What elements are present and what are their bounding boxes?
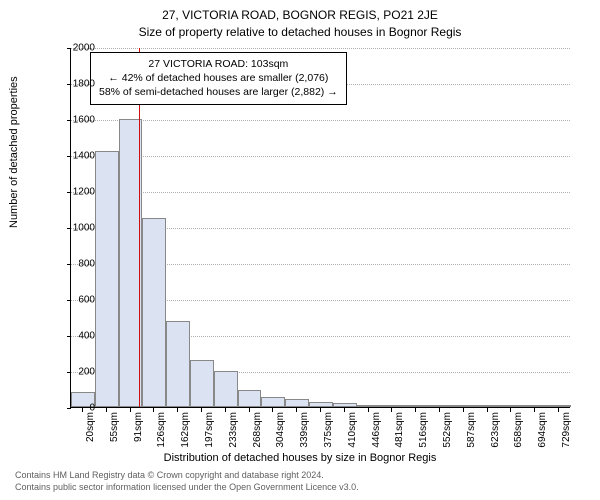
gridline — [71, 192, 570, 193]
xtick-mark — [439, 408, 440, 412]
footer-line1: Contains HM Land Registry data © Crown c… — [15, 470, 359, 482]
ytick-label: 1000 — [55, 223, 95, 234]
xtick-mark — [463, 408, 464, 412]
histogram-bar — [452, 405, 476, 407]
xtick-mark — [225, 408, 226, 412]
histogram-bar — [333, 403, 357, 407]
histogram-bar — [500, 405, 524, 407]
ytick-label: 1200 — [55, 187, 95, 198]
ytick-label: 800 — [55, 259, 95, 270]
ytick-label: 2000 — [55, 43, 95, 54]
histogram-bar — [142, 218, 166, 407]
xtick-label: 197sqm — [204, 412, 215, 462]
histogram-bar — [95, 151, 119, 407]
xtick-label: 126sqm — [156, 412, 167, 462]
ytick-label: 1800 — [55, 79, 95, 90]
histogram-bar — [285, 399, 309, 407]
xtick-mark — [344, 408, 345, 412]
page-title-line1: 27, VICTORIA ROAD, BOGNOR REGIS, PO21 2J… — [0, 0, 600, 22]
footer-attribution: Contains HM Land Registry data © Crown c… — [15, 470, 359, 493]
xtick-mark — [368, 408, 369, 412]
ytick-label: 400 — [55, 331, 95, 342]
xtick-mark — [534, 408, 535, 412]
xtick-label: 516sqm — [418, 412, 429, 462]
xtick-label: 233sqm — [228, 412, 239, 462]
xtick-label: 481sqm — [394, 412, 405, 462]
histogram-bar — [476, 405, 500, 407]
xtick-label: 375sqm — [323, 412, 334, 462]
histogram-bar — [309, 402, 333, 407]
histogram-bar — [428, 405, 452, 407]
xtick-label: 20sqm — [85, 412, 96, 462]
gridline — [71, 48, 570, 49]
xtick-mark — [487, 408, 488, 412]
xtick-label: 729sqm — [561, 412, 572, 462]
xtick-mark — [296, 408, 297, 412]
xtick-label: 55sqm — [109, 412, 120, 462]
ytick-label: 200 — [55, 367, 95, 378]
annotation-box: 27 VICTORIA ROAD: 103sqm ← 42% of detach… — [90, 52, 347, 105]
xtick-mark — [201, 408, 202, 412]
xtick-mark — [177, 408, 178, 412]
page-title-line2: Size of property relative to detached ho… — [0, 22, 600, 39]
y-axis-label: Number of detached properties — [8, 76, 20, 228]
xtick-mark — [415, 408, 416, 412]
histogram-bar — [404, 405, 428, 407]
xtick-label: 410sqm — [347, 412, 358, 462]
histogram-bar — [166, 321, 190, 407]
xtick-label: 91sqm — [133, 412, 144, 462]
annotation-line2: ← 42% of detached houses are smaller (2,… — [99, 71, 338, 85]
xtick-label: 339sqm — [299, 412, 310, 462]
xtick-mark — [130, 408, 131, 412]
histogram-bar — [190, 360, 214, 407]
gridline — [71, 120, 570, 121]
ytick-label: 1400 — [55, 151, 95, 162]
xtick-label: 658sqm — [513, 412, 524, 462]
xtick-mark — [391, 408, 392, 412]
xtick-mark — [82, 408, 83, 412]
xtick-label: 446sqm — [371, 412, 382, 462]
xtick-label: 162sqm — [180, 412, 191, 462]
xtick-mark — [272, 408, 273, 412]
histogram-bar — [238, 390, 262, 407]
xtick-label: 304sqm — [275, 412, 286, 462]
annotation-line1: 27 VICTORIA ROAD: 103sqm — [99, 57, 338, 71]
footer-line2: Contains public sector information licen… — [15, 482, 359, 494]
xtick-label: 694sqm — [537, 412, 548, 462]
xtick-label: 268sqm — [252, 412, 263, 462]
xtick-mark — [510, 408, 511, 412]
xtick-mark — [153, 408, 154, 412]
histogram-bar — [381, 405, 405, 407]
xtick-label: 587sqm — [466, 412, 477, 462]
ytick-label: 1600 — [55, 115, 95, 126]
gridline — [71, 156, 570, 157]
histogram-bar — [261, 397, 285, 407]
histogram-bar — [357, 405, 381, 407]
annotation-line3: 58% of semi-detached houses are larger (… — [99, 85, 338, 99]
xtick-mark — [320, 408, 321, 412]
histogram-bar — [547, 405, 571, 407]
histogram-bar — [214, 371, 238, 407]
ytick-label: 600 — [55, 295, 95, 306]
xtick-label: 552sqm — [442, 412, 453, 462]
xtick-mark — [558, 408, 559, 412]
xtick-mark — [106, 408, 107, 412]
xtick-label: 623sqm — [490, 412, 501, 462]
histogram-bar — [523, 405, 547, 407]
xtick-mark — [249, 408, 250, 412]
